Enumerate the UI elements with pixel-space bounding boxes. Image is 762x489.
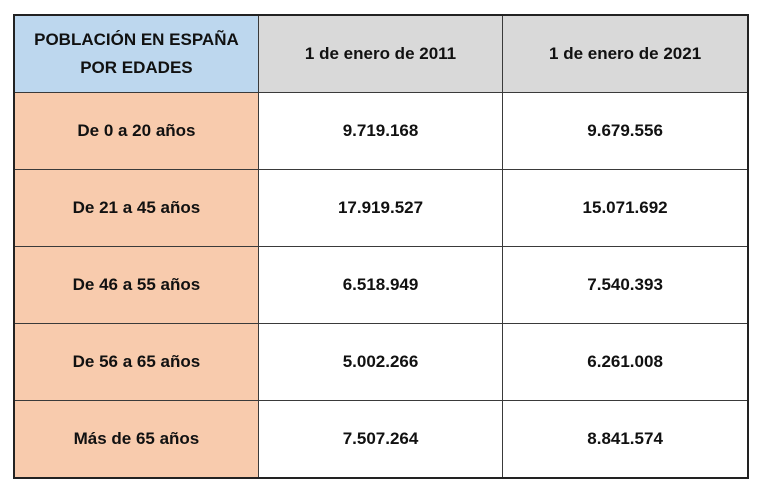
table-row: De 21 a 45 años 17.919.527 15.071.692 bbox=[13, 169, 749, 247]
row-label: De 0 a 20 años bbox=[13, 92, 259, 170]
cell-value: 5.002.266 bbox=[257, 323, 504, 401]
corner-header-line2: POR EDADES bbox=[80, 58, 193, 77]
cell-value: 6.261.008 bbox=[502, 323, 749, 401]
cell-value: 8.841.574 bbox=[502, 400, 749, 479]
cell-value: 6.518.949 bbox=[257, 246, 504, 324]
cell-value: 9.719.168 bbox=[257, 92, 504, 170]
column-header-2021: 1 de enero de 2021 bbox=[502, 14, 749, 93]
cell-value: 9.679.556 bbox=[502, 92, 749, 170]
row-label: De 46 a 55 años bbox=[13, 246, 259, 324]
table-row: Más de 65 años 7.507.264 8.841.574 bbox=[13, 400, 749, 479]
cell-value: 15.071.692 bbox=[502, 169, 749, 247]
cell-value: 7.507.264 bbox=[257, 400, 504, 479]
header-row: POBLACIÓN EN ESPAÑA POR EDADES 1 de ener… bbox=[13, 14, 749, 93]
row-label: De 56 a 65 años bbox=[13, 323, 259, 401]
table-row: De 56 a 65 años 5.002.266 6.261.008 bbox=[13, 323, 749, 401]
cell-value: 17.919.527 bbox=[257, 169, 504, 247]
table-row: De 46 a 55 años 6.518.949 7.540.393 bbox=[13, 246, 749, 324]
corner-header: POBLACIÓN EN ESPAÑA POR EDADES bbox=[13, 14, 259, 93]
row-label: De 21 a 45 años bbox=[13, 169, 259, 247]
cell-value: 7.540.393 bbox=[502, 246, 749, 324]
column-header-2011: 1 de enero de 2011 bbox=[257, 14, 504, 93]
row-label: Más de 65 años bbox=[13, 400, 259, 479]
population-table: POBLACIÓN EN ESPAÑA POR EDADES 1 de ener… bbox=[13, 14, 749, 479]
corner-header-line1: POBLACIÓN EN ESPAÑA bbox=[34, 30, 239, 49]
table-row: De 0 a 20 años 9.719.168 9.679.556 bbox=[13, 92, 749, 170]
